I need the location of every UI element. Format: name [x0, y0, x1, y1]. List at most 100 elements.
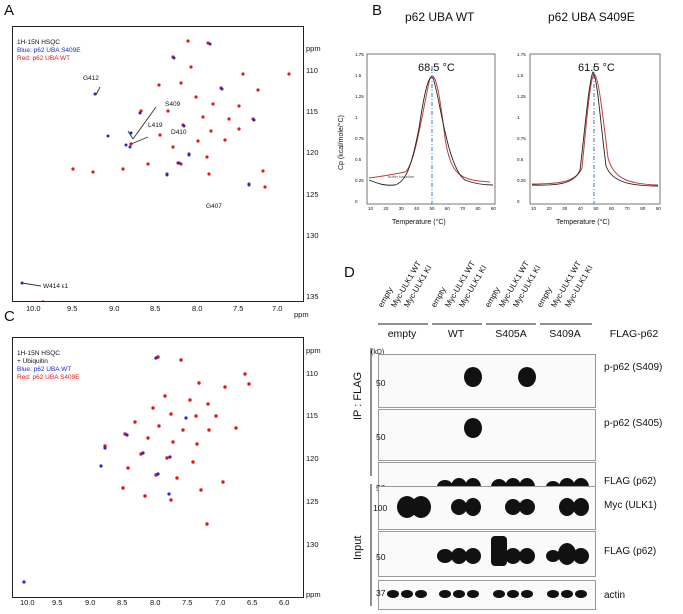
b-ytick: 1.75	[355, 52, 364, 57]
peak-label-g407: G407	[206, 203, 222, 210]
a-xtick: 10.0	[26, 304, 41, 313]
blot-myc-input-visible	[378, 486, 596, 530]
c-legend-line-1: 1H-15N HSQC	[17, 350, 60, 357]
b-ytick: 1	[517, 115, 520, 120]
legend-line-3: Red: p62 UBA WT	[17, 55, 71, 62]
b-xtick: 60	[609, 206, 615, 211]
row-label-3: FLAG (p62)	[604, 476, 657, 487]
marker-row-2: 50	[376, 432, 386, 442]
b-right-xticks: 10 20 30 40 50 60 70 80 90	[531, 206, 661, 211]
b-xtick: 30	[398, 206, 404, 211]
b-xtick: 60	[444, 206, 450, 211]
c-xtick: 10.0	[20, 598, 35, 607]
b-small-note: buffer baseline	[388, 174, 415, 179]
b-right-yticks: 0 0.25 0.5 0.75 1 1.25 1.5 1.75	[517, 52, 526, 204]
b-ytick: 1.5	[355, 73, 362, 78]
b-xtick: 20	[383, 206, 389, 211]
panel-c-spectrum: 1H-15N HSQC + Ubiquitin Blue: p62 UBA WT…	[12, 337, 304, 598]
b-xtick: 70	[460, 206, 466, 211]
panel-c-legend: 1H-15N HSQC + Ubiquitin Blue: p62 UBA WT…	[17, 350, 80, 382]
b-ytick: 0.5	[355, 157, 362, 162]
b-ytick: 0.5	[517, 157, 524, 162]
a-ytick: 120	[306, 148, 319, 157]
b-right-dsc-plot	[529, 53, 661, 205]
a-xtick: 9.0	[109, 304, 120, 313]
blot-p-s405	[378, 409, 596, 461]
a-ytick: 110	[306, 66, 318, 75]
c-xtick: 7.5	[182, 598, 193, 607]
b-right-tm: 61.5 °C	[578, 62, 615, 74]
row-label-4: Myc (ULK1)	[604, 500, 657, 511]
legend-line-1: 1H-15N HSQC	[17, 39, 60, 46]
row-label-6: actin	[604, 590, 626, 601]
legend-line-2: Blue: p62 UBA S409E	[17, 47, 81, 54]
c-xtick: 8.0	[150, 598, 161, 607]
b-ytick: 0.25	[355, 178, 364, 183]
b-left-dsc-plot	[366, 53, 496, 205]
b-xtick: 40	[414, 206, 420, 211]
c-ytick: 120	[306, 454, 319, 463]
b-ytick: 0	[355, 199, 358, 204]
c-legend-line-4: Red: p62 UBA S409E	[17, 374, 80, 381]
b-xtick: 10	[368, 206, 374, 211]
c-xtick: 6.5	[247, 598, 258, 607]
c-xtick: 7.0	[215, 598, 226, 607]
c-y-unit: ppm	[306, 346, 321, 355]
peak-label-s409: S409	[165, 101, 181, 108]
group-s405a: S405A	[495, 328, 527, 340]
b-ytick: 1	[355, 115, 358, 120]
group-empty: empty	[387, 328, 417, 340]
a-xtick: 9.5	[67, 304, 78, 313]
panel-a-legend: 1H-15N HSQC Blue: p62 UBA S409E Red: p62…	[17, 39, 81, 63]
b-ytick: 0.25	[517, 178, 526, 183]
c-xtick: 6.0	[279, 598, 290, 607]
b-xtick: 30	[562, 206, 568, 211]
panel-b-letter: B	[372, 2, 383, 19]
b-xtick: 50	[593, 206, 599, 211]
b-ytick: 1.25	[355, 94, 364, 99]
b-xtick: 80	[475, 206, 481, 211]
marker-row-6: 37	[376, 588, 386, 598]
panel-c-peaks	[22, 355, 251, 584]
a-xtick: 8.0	[192, 304, 203, 313]
blot-actin	[378, 580, 596, 610]
b-ytick: 1.75	[517, 52, 526, 57]
b-xtick: 20	[546, 206, 552, 211]
c-xtick: 9.0	[85, 598, 96, 607]
b-xtick: 80	[640, 206, 646, 211]
b-ytick: 1.25	[517, 94, 526, 99]
kd-label: (kD)	[371, 349, 385, 356]
row-label-1: p-p62 (S409)	[604, 362, 663, 373]
b-ytick: 0.75	[517, 136, 526, 141]
c-ytick: 115	[306, 411, 318, 420]
peak-label-g412: G412	[83, 75, 99, 82]
b-xtick: 70	[624, 206, 630, 211]
c-x-unit: ppm	[306, 590, 321, 599]
b-left-title: p62 UBA WT	[405, 10, 475, 24]
marker-row-5: 50	[376, 552, 386, 562]
b-xtick: 40	[577, 206, 583, 211]
c-ytick: 110	[306, 369, 318, 378]
c-xtick: 9.5	[52, 598, 63, 607]
c-ytick: 125	[306, 497, 319, 506]
blot-p-s409	[378, 354, 596, 408]
peak-label-w414: W414 ε1	[43, 283, 69, 290]
b-ytick: 0.75	[355, 136, 364, 141]
b-xtick: 50	[429, 206, 435, 211]
panel-c-letter: C	[4, 308, 15, 325]
group-wt: WT	[447, 328, 465, 340]
bracket-lines	[370, 348, 372, 606]
b-left-tm: 68.5 °C	[418, 62, 455, 74]
b-y-label: Cp (kcal/mole/°C)	[338, 115, 345, 170]
group-underlines	[378, 323, 592, 325]
b-left-x-label: Temperature (°C)	[392, 219, 446, 226]
a-ytick: 130	[306, 231, 319, 240]
row-label-2: p-p62 (S405)	[604, 418, 663, 429]
b-ytick: 0	[517, 199, 520, 204]
c-legend-line-2: + Ubiquitin	[17, 358, 48, 365]
peak-label-l419: L419	[148, 122, 163, 129]
marker-row-4: 100	[373, 503, 388, 513]
panel-a-letter: A	[4, 2, 15, 19]
a-ytick: 135	[306, 292, 319, 301]
ip-label: IP : FLAG	[352, 371, 364, 420]
